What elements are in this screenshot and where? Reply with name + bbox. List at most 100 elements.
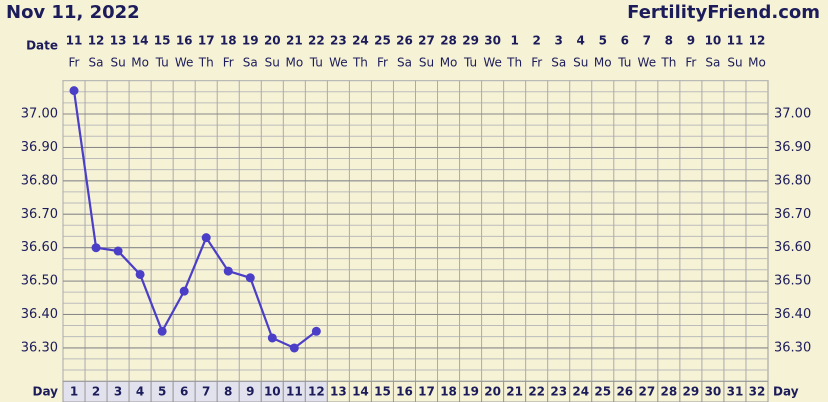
y-tick-label-right: 36.50: [774, 274, 811, 289]
temperature-point: [245, 273, 255, 283]
weekday-label: Su: [265, 56, 280, 70]
weekday-label: Mo: [594, 56, 612, 70]
weekday-label: Sa: [705, 56, 720, 70]
site-name: FertilityFriend.com: [627, 2, 820, 23]
weekday-label: We: [175, 56, 194, 70]
y-tick-label: 36.60: [21, 240, 58, 255]
x-tick-label: 30: [705, 385, 722, 399]
x-tick-label: 19: [462, 385, 479, 399]
date-label: 27: [418, 34, 435, 48]
temperature-point: [157, 326, 167, 336]
temperature-point: [179, 286, 189, 296]
date-label: 1: [510, 34, 518, 48]
x-tick-label: 6: [180, 385, 188, 399]
x-tick-label: 20: [484, 385, 501, 399]
weekday-label: Th: [506, 56, 522, 70]
y-tick-label: 36.40: [21, 307, 58, 322]
weekday-label: Mo: [748, 56, 766, 70]
weekday-label: Tu: [463, 56, 477, 70]
weekday-label: Fr: [223, 56, 234, 70]
x-tick-label: 12: [308, 385, 325, 399]
date-label: 21: [286, 34, 303, 48]
date-label: 17: [198, 34, 215, 48]
date-label: 23: [330, 34, 347, 48]
date-label: 20: [264, 34, 281, 48]
weekday-label: Mo: [285, 56, 303, 70]
y-tick-label: 36.50: [21, 274, 58, 289]
date-label: 15: [154, 34, 171, 48]
x-tick-label: 14: [352, 385, 369, 399]
date-label: 12: [88, 34, 105, 48]
weekday-label: Sa: [89, 56, 104, 70]
date-label: 11: [66, 34, 83, 48]
day-label-right: Day: [773, 385, 799, 399]
weekday-label: Sa: [243, 56, 258, 70]
x-tick-label: 1: [70, 385, 78, 399]
y-tick-label-right: 36.70: [774, 207, 811, 222]
weekday-label: Su: [110, 56, 125, 70]
x-tick-label: 2: [92, 385, 100, 399]
date-label: 25: [374, 34, 391, 48]
date-label: 30: [484, 34, 501, 48]
x-tick-label: 15: [374, 385, 391, 399]
weekday-label: Mo: [440, 56, 458, 70]
temperature-point: [289, 343, 299, 353]
date-label: 29: [462, 34, 479, 48]
date-label: 9: [687, 34, 695, 48]
y-tick-label: 37.00: [21, 107, 58, 122]
date-label: 14: [132, 34, 149, 48]
weekday-label: Su: [573, 56, 588, 70]
x-tick-label: 21: [506, 385, 523, 399]
date-label: 18: [220, 34, 237, 48]
y-tick-label: 36.80: [21, 173, 58, 188]
weekday-label: Fr: [377, 56, 388, 70]
x-tick-label: 11: [286, 385, 303, 399]
temperature-point: [113, 246, 123, 256]
date-label: 13: [110, 34, 127, 48]
date-label: 24: [352, 34, 369, 48]
x-tick-label: 29: [683, 385, 700, 399]
y-tick-label: 36.70: [21, 207, 58, 222]
weekday-label: Sa: [551, 56, 566, 70]
x-tick-label: 13: [330, 385, 347, 399]
date-label: 8: [665, 34, 673, 48]
x-tick-label: 4: [136, 385, 144, 399]
weekday-label: Su: [419, 56, 434, 70]
weekday-label: Th: [198, 56, 214, 70]
temperature-point: [201, 233, 211, 243]
x-tick-label: 7: [202, 385, 210, 399]
date-label: 28: [440, 34, 457, 48]
date-label: 11: [727, 34, 744, 48]
weekday-label: Fr: [531, 56, 542, 70]
x-tick-label: 16: [396, 385, 413, 399]
date-label: 16: [176, 34, 193, 48]
weekday-label: Su: [727, 56, 742, 70]
temperature-point: [91, 243, 101, 253]
chart-title: Nov 11, 2022: [6, 2, 140, 23]
weekday-label: Mo: [131, 56, 149, 70]
date-label: 22: [308, 34, 325, 48]
date-label: 4: [577, 34, 585, 48]
date-label: 10: [705, 34, 722, 48]
weekday-label: Fr: [685, 56, 696, 70]
x-tick-label: 27: [638, 385, 655, 399]
y-tick-label: 36.90: [21, 140, 58, 155]
y-tick-label-right: 36.80: [774, 173, 811, 188]
day-label: Day: [32, 385, 58, 399]
x-tick-label: 25: [594, 385, 611, 399]
weekday-label: Th: [352, 56, 368, 70]
y-tick-label: 36.30: [21, 340, 58, 355]
temperature-point: [267, 333, 277, 343]
weekday-label: Tu: [617, 56, 631, 70]
weekday-label: We: [638, 56, 657, 70]
date-label: 19: [242, 34, 259, 48]
weekday-label: Th: [660, 56, 676, 70]
x-tick-label: 28: [661, 385, 678, 399]
x-tick-label: 22: [528, 385, 545, 399]
x-tick-label: 8: [224, 385, 232, 399]
x-tick-label: 5: [158, 385, 166, 399]
y-tick-label-right: 37.00: [774, 107, 811, 122]
weekday-label: Sa: [397, 56, 412, 70]
date-label: 3: [555, 34, 563, 48]
